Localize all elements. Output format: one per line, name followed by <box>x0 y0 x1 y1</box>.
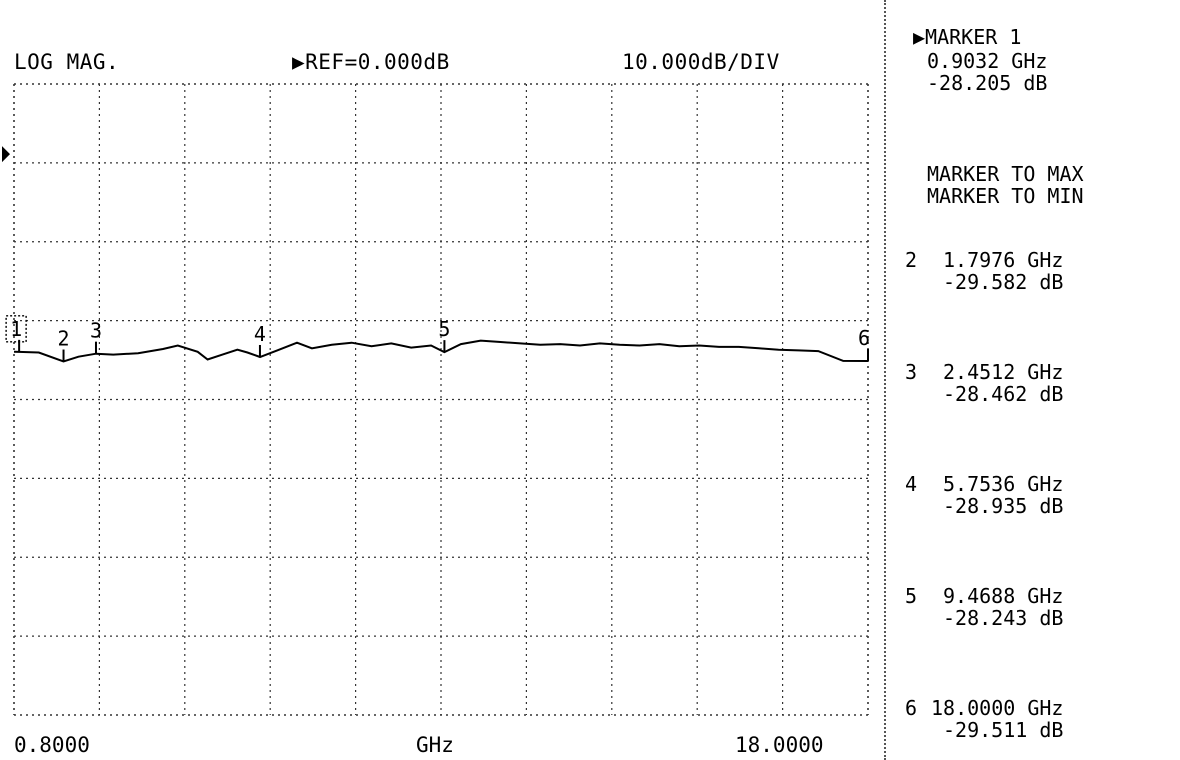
marker-3-number: 3 <box>905 360 918 384</box>
marker-to-min-softkey[interactable]: MARKER TO MIN <box>927 184 1084 208</box>
marker-5-frequency: 9.4688 GHz <box>943 584 1064 608</box>
scale-label: 10.000dB/DIV <box>622 50 780 74</box>
marker-3-label: 3 <box>90 319 102 343</box>
stop-frequency: 18.0000 <box>735 733 824 757</box>
marker-6-value: -29.511 dB <box>943 718 1064 742</box>
trace-layer <box>13 339 869 363</box>
marker-to-max-softkey[interactable]: MARKER TO MAX <box>927 162 1084 186</box>
marker-6-frequency: 18.0000 GHz <box>931 696 1064 720</box>
marker-panel: ▶MARKER 1 0.9032 GHz -28.205 dB MARKER T… <box>905 0 1180 760</box>
panel-separator <box>884 0 886 760</box>
active-marker-value: -28.205 dB <box>927 71 1048 95</box>
format-label: LOG MAG. <box>14 50 120 74</box>
reference-label: ▶REF=0.000dB <box>292 50 450 74</box>
active-marker-box <box>5 315 27 343</box>
marker-4-label: 4 <box>254 322 266 346</box>
marker-3-value: -28.462 dB <box>943 382 1064 406</box>
active-marker-title[interactable]: ▶MARKER 1 <box>913 25 1022 49</box>
frequency-unit: GHz <box>416 733 454 757</box>
marker-4-value: -28.935 dB <box>943 494 1064 518</box>
marker-1-label: 1 <box>10 317 22 341</box>
active-marker-frequency: 0.9032 GHz <box>927 49 1048 73</box>
marker-4-number: 4 <box>905 472 918 496</box>
marker-4-frequency: 5.7536 GHz <box>943 472 1064 496</box>
marker-2-value: -29.582 dB <box>943 270 1064 294</box>
trace-series-0 <box>13 339 869 363</box>
marker-5-label: 5 <box>438 317 450 341</box>
marker-5-value: -28.243 dB <box>943 606 1064 630</box>
marker-6-label: 6 <box>858 326 870 350</box>
chart-grid <box>2 83 869 716</box>
start-frequency: 0.8000 <box>14 733 90 757</box>
marker-2-label: 2 <box>58 327 70 351</box>
marker-2-frequency: 1.7976 GHz <box>943 248 1064 272</box>
marker-3-frequency: 2.4512 GHz <box>943 360 1064 384</box>
marker-6-number: 6 <box>905 696 918 720</box>
reference-level-arrow <box>2 146 10 163</box>
marker-5-number: 5 <box>905 584 918 608</box>
marker-2-number: 2 <box>905 248 918 272</box>
